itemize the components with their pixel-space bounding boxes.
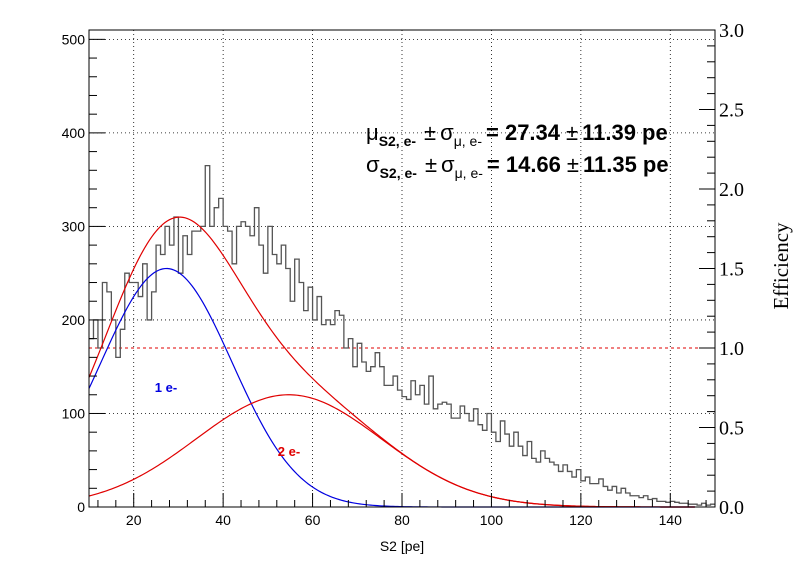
x-tick-label: 100 [480, 512, 504, 528]
y-tick-label: 200 [62, 312, 86, 328]
one-e-label: 1 e- [155, 380, 177, 395]
mu-subscript: S2, e- [379, 133, 417, 149]
mu-value: = 27.34 [486, 120, 561, 145]
mu-pm-1: ± [424, 120, 436, 145]
mu-symbol: μ [366, 120, 379, 145]
mu-pm-2: ± [566, 120, 578, 145]
mu-sigma-subscript: μ, e- [454, 133, 483, 149]
x-tick-label: 20 [126, 512, 142, 528]
x-tick-label: 80 [394, 512, 410, 528]
histogram [89, 164, 715, 506]
y-tick-label: 100 [62, 405, 86, 421]
sigma-sigma-subscript: μ, e- [455, 165, 484, 181]
sigma-value: = 14.66 [487, 152, 561, 177]
y2-axis-label: Efficiency [769, 222, 793, 310]
y2-tick-label: 2.5 [719, 100, 744, 122]
mu-sigma-symbol: σ [440, 120, 454, 145]
axes-group: 20 40 60 80 100 120 140 0 100 200 300 400 500 0.0 0.5 1… [62, 20, 744, 528]
sigma-pm-2: ± [567, 152, 579, 177]
sigma-error: 11.35 pe [583, 152, 669, 177]
y2-tick-label: 0.0 [719, 497, 744, 519]
y2-tick-label: 2.0 [719, 179, 744, 201]
mu-annotation: μS2, e- ± σμ, e- = 27.34 ±11.39 pe [366, 120, 668, 149]
x-axis-label: S2 [pe] [380, 538, 424, 554]
y2-tick-label: 1.0 [719, 338, 744, 360]
x-tick-label: 60 [305, 512, 321, 528]
y-tick-label: 0 [77, 499, 85, 515]
sigma-subscript: S2, e- [380, 165, 418, 181]
y2-tick-label: 1.5 [719, 259, 744, 281]
x-tick-label: 140 [659, 512, 683, 528]
two-e-label: 2 e- [278, 444, 300, 459]
mu-error: 11.39 pe [582, 120, 668, 145]
sigma-pm-1: ± [425, 152, 437, 177]
x-tick-label: 120 [569, 512, 593, 528]
histogram-group [89, 164, 715, 506]
sigma-symbol: σ [366, 152, 380, 177]
y2-tick-label: 0.5 [719, 418, 744, 440]
y-tick-label: 500 [62, 31, 86, 47]
x-tick-label: 40 [215, 512, 231, 528]
y-tick-label: 400 [62, 125, 86, 141]
sigma-annotation: σS2, e- ± σμ, e- = 14.66 ±11.35 pe [366, 152, 669, 181]
y-tick-label: 300 [62, 218, 86, 234]
sigma-sigma-symbol: σ [441, 152, 455, 177]
y2-tick-label: 3.0 [719, 20, 744, 42]
